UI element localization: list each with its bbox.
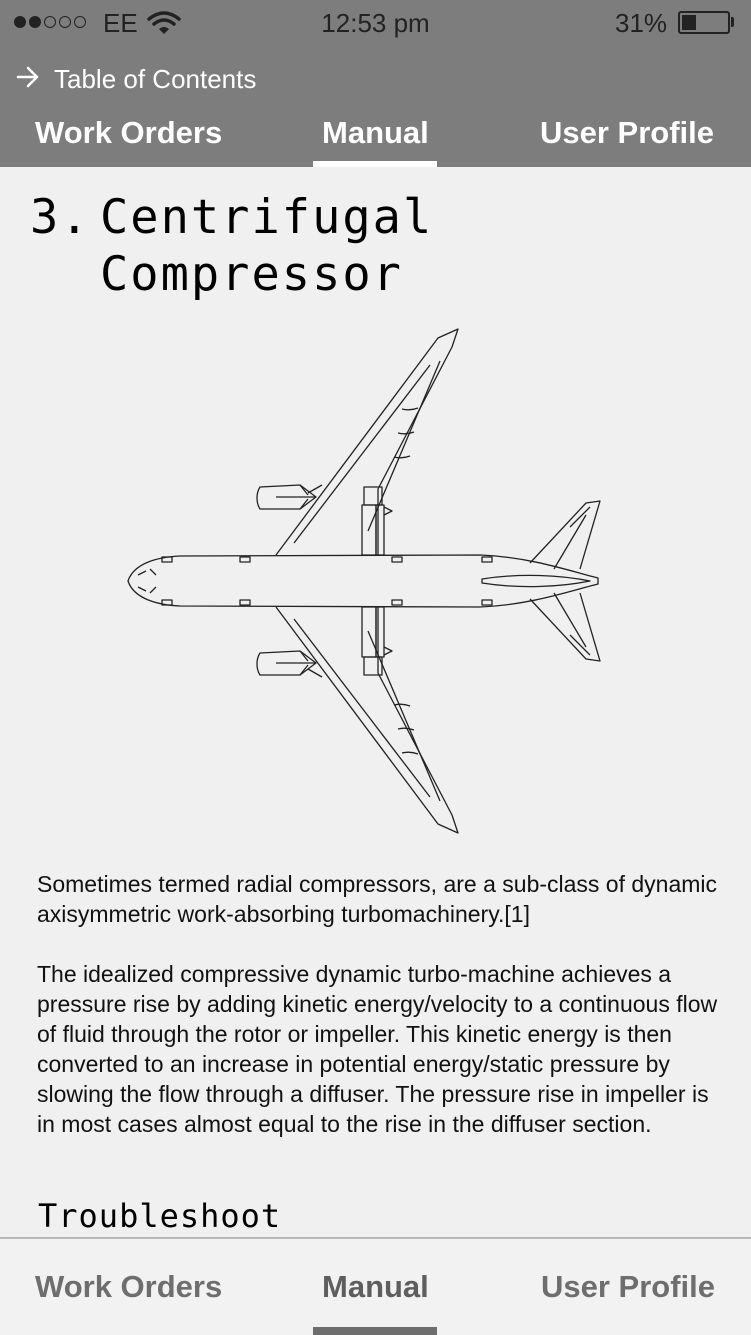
airplane-top-view-icon [127,328,601,834]
tab-manual[interactable]: Manual [322,115,429,150]
manual-content: 3. Centrifugal Compressor [0,167,751,1237]
section-number: 3. [30,190,91,245]
troubleshoot-heading: Troubleshoot [38,1197,282,1235]
bottom-tab-user-profile[interactable]: User Profile [541,1269,716,1304]
battery-icon [678,11,730,34]
bottom-tab-bar: Work Orders Manual User Profile [0,1237,751,1335]
bottom-tab-manual[interactable]: Manual [322,1269,429,1304]
airplane-diagram [110,325,610,837]
tab-work-orders[interactable]: Work Orders [35,115,223,150]
battery-nub [731,17,734,27]
section-title: Centrifugal Compressor [100,190,434,302]
active-tab-indicator [313,161,437,167]
table-of-contents-label: Table of Contents [54,63,257,94]
carrier-name: EE [103,8,138,38]
signal-strength-icon [14,16,86,28]
description-paragraph: The idealized compressive dynamic turbo-… [37,961,718,1137]
page-title: 3. Centrifugal Compressor [30,189,560,303]
battery-level-fill [682,15,696,30]
bottom-active-tab-indicator [313,1327,437,1335]
battery-percent: 31% [615,8,668,38]
status-bar: EE 12:53 pm 31% [0,0,751,46]
bottom-tab-work-orders[interactable]: Work Orders [35,1269,223,1304]
tab-user-profile[interactable]: User Profile [540,115,715,150]
wifi-icon [147,10,181,41]
top-tab-bar: Work Orders Manual User Profile [0,108,751,167]
clock-time: 12:53 pm [321,8,430,38]
app-header: EE 12:53 pm 31% Table of Contents Work O… [0,0,751,167]
table-of-contents-link[interactable]: Table of Contents [16,60,256,98]
arrow-right-icon [16,64,40,95]
intro-paragraph: Sometimes termed radial compressors, are… [37,871,718,927]
